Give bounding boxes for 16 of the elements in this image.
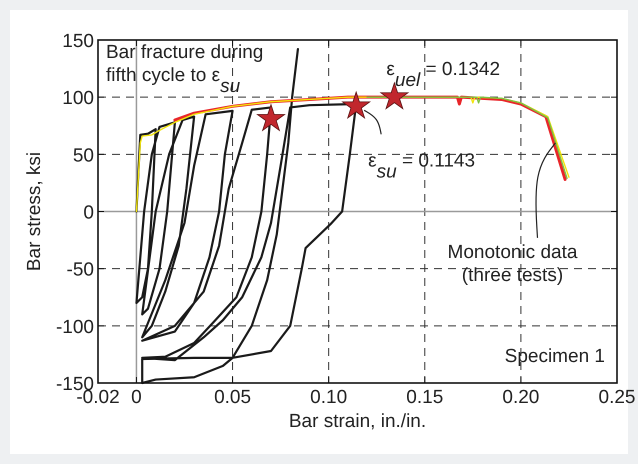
annotation: Specimen 1 bbox=[504, 346, 605, 367]
x-tick-label: 0.25 bbox=[598, 387, 636, 408]
y-tick-label: -100 bbox=[56, 316, 94, 338]
annotation: Monotonic data (three tests) bbox=[448, 242, 578, 286]
x-tick-label: 0.20 bbox=[502, 387, 540, 408]
x-tick-label: 0 bbox=[131, 387, 142, 408]
y-tick-label: 0 bbox=[83, 202, 94, 224]
y-tick-label: 50 bbox=[72, 145, 94, 166]
y-axis-title: Bar stress, ksi bbox=[24, 152, 45, 272]
y-tick-label: 100 bbox=[62, 88, 94, 110]
x-tick-label: 0.05 bbox=[214, 387, 252, 408]
y-tick-label: 150 bbox=[62, 31, 94, 52]
y-tick-label: -50 bbox=[66, 260, 94, 281]
x-tick-label: 0.15 bbox=[406, 387, 444, 408]
x-tick-label: 0.10 bbox=[310, 387, 348, 408]
x-axis-title: Bar strain, in./in. bbox=[288, 411, 426, 432]
